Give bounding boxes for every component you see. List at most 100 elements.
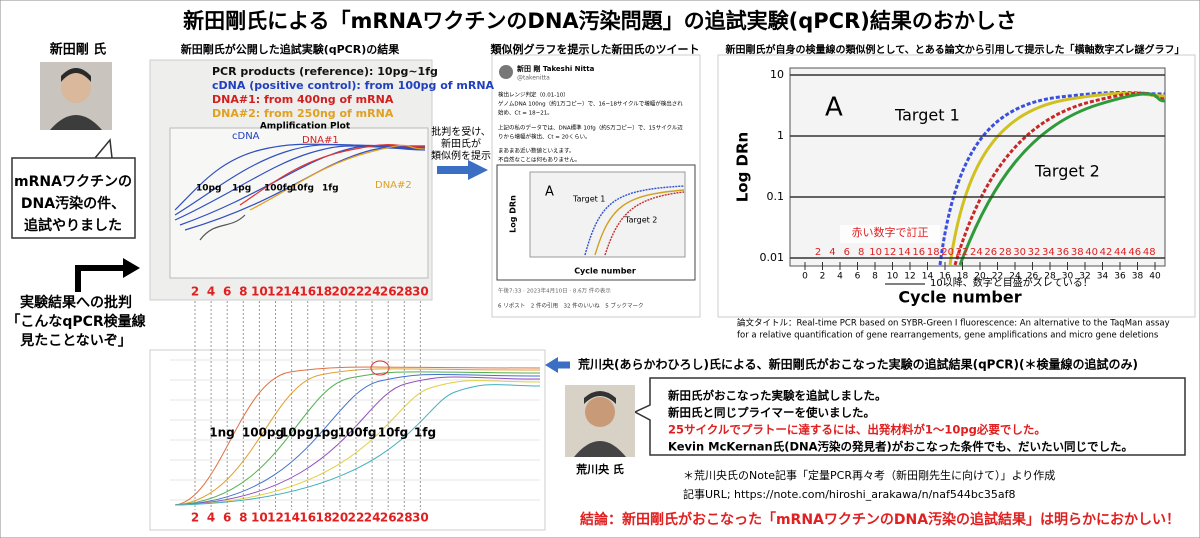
curve-label: cDNA (232, 131, 260, 142)
cycle-label: 10 (251, 285, 268, 299)
cycle-label: 22 (348, 511, 365, 525)
axis-title: Log DRn (734, 132, 752, 203)
corrected-label: 46 (1128, 247, 1141, 258)
corrected-label: 12 (884, 247, 897, 258)
target-label: Target 1 (894, 106, 960, 125)
arrow-note: 新田氏が (441, 137, 481, 150)
speech-bubble (633, 377, 1186, 456)
plot-title: Amplification Plot (260, 122, 351, 132)
arrow-head (468, 160, 488, 180)
corrected-label: 38 (1071, 247, 1084, 258)
bubble-text: DNA汚染の件、 (21, 195, 125, 212)
cycle-label: 12 (267, 285, 284, 299)
criticism-text: 実験結果への批判 (20, 294, 132, 311)
curve-label: DNA#1 (302, 135, 339, 146)
target-label: Target 2 (624, 216, 657, 225)
tweet-text: 不自然なことは何もありません。 (498, 156, 580, 164)
x-tick-label: 32 (1079, 272, 1090, 282)
x-tick-label: 34 (1097, 272, 1109, 282)
x-tick-label: 10 (887, 272, 899, 282)
cycle-label: 20 (332, 511, 349, 525)
tweet-text: 上記の私のデータでは、DNA標準 10fg（約5万コピー）で、15サイクル辺 (498, 124, 683, 132)
legend-text: PCR products (reference): 10pg~1fg (212, 65, 438, 78)
note-box (840, 225, 940, 243)
corrected-label: 28 (999, 247, 1012, 258)
corrected-label: 20 (941, 247, 954, 258)
source-url: 記事URL; https://note.com/hiroshi_arakawa/… (683, 487, 1016, 501)
cycle-label: 4 (207, 511, 215, 525)
curve-label: DNA#2 (375, 180, 412, 191)
series-label: 100fg (338, 426, 377, 440)
cycle-label: 10 (251, 511, 268, 525)
corrected-label: 4 (829, 247, 835, 258)
nitta-photo (40, 62, 112, 130)
axis-title: Log DRn (509, 195, 518, 233)
x-tick-label: 14 (922, 272, 934, 282)
speech-bubble (11, 138, 136, 239)
chart-label: A (545, 185, 554, 200)
cycle-label: 26 (380, 285, 397, 299)
tweet-handle: @takenitta (517, 75, 550, 82)
x-tick-label: 26 (1027, 272, 1039, 282)
x-tick-label: 22 (992, 272, 1003, 282)
panel-title: 新田剛氏が公開した追試実験(qPCR)の結果 (181, 42, 400, 56)
arrow-head (123, 258, 140, 278)
section-title: 荒川央(あらかわひろし)氏による、新田剛氏がおこなった実験の追試結果(qPCR)… (577, 357, 1138, 372)
cycle-label: 6 (223, 285, 231, 299)
cycle-label: 16 (299, 285, 316, 299)
cycle-label: 22 (348, 285, 365, 299)
person-name: 荒川央 氏 (575, 462, 624, 476)
cycle-label: 2 (191, 285, 199, 299)
corrected-label: 2 (815, 247, 821, 258)
corrected-label: 26 (984, 247, 997, 258)
corrected-label: 14 (898, 247, 911, 258)
legend-text: DNA#2: from 250ng of mRNA (212, 107, 394, 120)
y-tick-label: 0.1 (767, 190, 785, 203)
paper-note: for a relative quantification of gene re… (737, 331, 1159, 341)
x-tick-label: 24 (1009, 272, 1021, 282)
arrow-note: 類似例を提示 (431, 149, 491, 162)
bubble-text: 新田氏と同じプライマーを使いました。 (668, 406, 875, 420)
avatar (499, 65, 513, 79)
cycle-label: 14 (283, 511, 300, 525)
tweet-text: まあまあ近い数値といえます。 (498, 147, 574, 155)
shift-note: 10以降、数字と目盛がズレている！ (930, 276, 1093, 289)
series-label: 1ng (209, 426, 234, 440)
arrow (75, 265, 125, 292)
panel-title: 新田剛氏が自身の検量線の類似例として、とある論文から引用して提示した「横軸数字ズ… (726, 43, 1185, 56)
x-tick-label: 18 (957, 272, 969, 282)
corrected-label: 10 (869, 247, 882, 258)
cycle-label: 20 (332, 285, 349, 299)
corrected-label: 18 (927, 247, 940, 258)
source-note: ＊荒川央氏のNote記事「定量PCR再々考（新田剛先生に向けて）」より作成 (683, 468, 1055, 482)
tweet-plot-area (529, 171, 686, 258)
tweet-footer: 午後7:33 · 2023年4月10日 · 8.6万 件の表示 (498, 287, 611, 295)
cycle-label: 24 (364, 511, 381, 525)
arrow-note: 批判を受け、 (431, 125, 491, 138)
figure-curves (938, 90, 1166, 266)
x-tick-label: 2 (820, 272, 826, 282)
x-tick-label: 8 (872, 272, 878, 282)
cycle-label: 2 (191, 511, 199, 525)
x-tick-label: 36 (1114, 272, 1126, 282)
person-name: 新田剛 氏 (50, 42, 107, 58)
cycle-label: 8 (239, 511, 247, 525)
arakawa-photo (565, 385, 635, 457)
cycle-label: 14 (283, 285, 300, 299)
corrected-label: 32 (1028, 247, 1041, 258)
tweet-text: 始め、Ct = 18~21。 (498, 109, 553, 117)
cycle-label: 30 (412, 285, 429, 299)
cycle-label: 16 (299, 511, 316, 525)
tweet-curves (584, 185, 685, 256)
x-tick-label: 30 (1062, 272, 1074, 282)
amplification-curves (174, 143, 426, 241)
page-title: 新田剛氏による「mRNAワクチンのDNA汚染問題」の追試実験(qPCR)結果のお… (183, 9, 1017, 33)
cycle-label: 30 (412, 511, 429, 525)
series-label: 10pg (280, 426, 314, 440)
y-tick-label: 0.01 (760, 251, 785, 264)
highlight-circle (370, 360, 390, 376)
corrected-label: 16 (912, 247, 925, 258)
corrected-label: 22 (956, 247, 969, 258)
x-tick-label: 40 (1149, 272, 1161, 282)
criticism-text: 「こんなqPCR検量線 (6, 313, 145, 330)
